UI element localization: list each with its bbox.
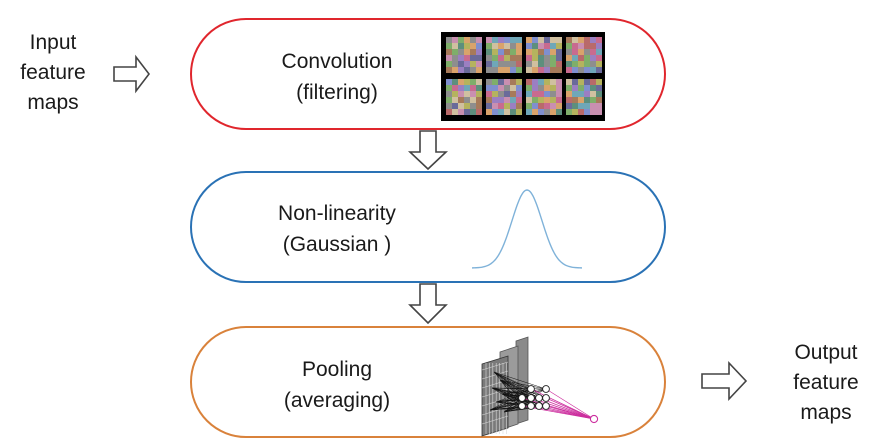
filter-1 [446,37,482,73]
filter-2 [486,37,522,73]
input-label-line-1: Input [29,31,77,54]
down-arrow-icon-1 [407,130,449,171]
output-label-line-1: Output [794,341,858,364]
stage-non-linearity-subtitle: (Gaussian ) [282,233,392,256]
stage-non-linearity-label: Non-linearity (Gaussian ) [232,198,442,260]
input-label-line-3: maps [27,91,79,114]
gaussian-curve-icon [471,189,583,269]
stage-pooling-subtitle: (averaging) [283,389,391,412]
stage-convolution-label: Convolution (filtering) [232,46,442,108]
filter-8 [566,79,602,115]
output-arrow-icon [701,360,748,402]
filter-4 [566,37,602,73]
filter-5 [446,79,482,115]
filter-7 [526,79,562,115]
filter-bank-grid-icon [441,32,605,121]
filter-3 [526,37,562,73]
input-feature-maps-label: Input feature maps [14,28,92,118]
input-label-line-2: feature [20,61,86,84]
output-label-line-2: feature [793,371,859,394]
stage-pooling: Pooling (averaging) [190,326,666,438]
stage-non-linearity-title: Non-linearity [278,202,396,225]
stage-pooling-label: Pooling (averaging) [232,354,442,416]
output-label-line-3: maps [800,401,852,424]
input-arrow-icon [113,54,151,94]
down-arrow-icon-2 [408,283,448,325]
stage-non-linearity: Non-linearity (Gaussian ) [190,171,666,283]
output-feature-maps-label: Output feature maps [784,338,868,428]
stage-convolution-subtitle: (filtering) [296,81,378,104]
stage-pooling-title: Pooling [301,358,373,381]
pooling-network-icon [481,336,599,437]
filter-6 [486,79,522,115]
stage-convolution-title: Convolution [281,50,393,73]
